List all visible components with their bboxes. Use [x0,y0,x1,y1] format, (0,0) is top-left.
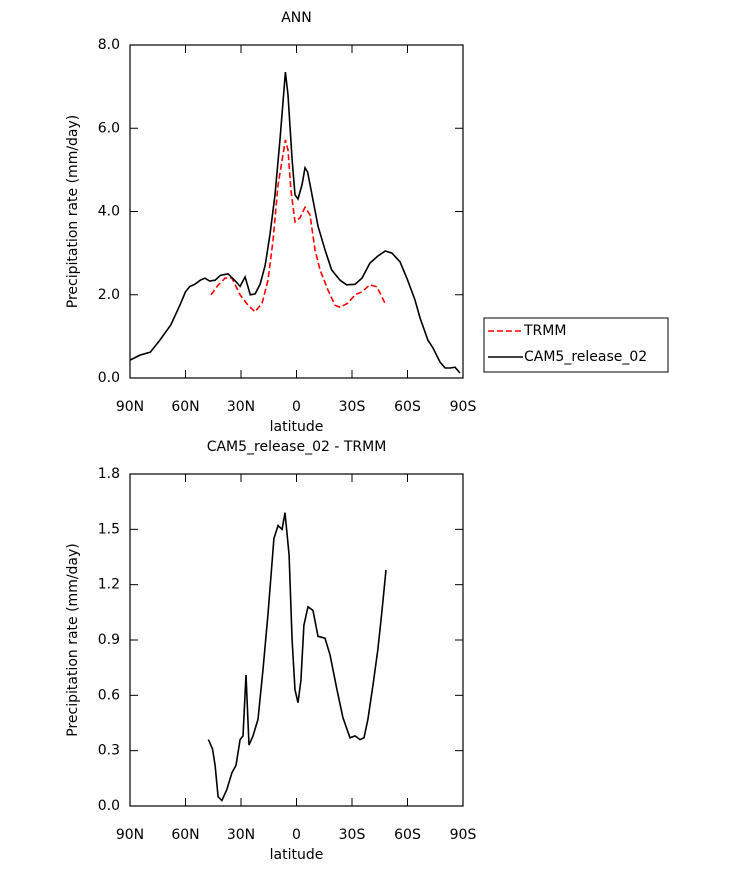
y-tick-label: 0.9 [98,632,120,648]
y-axis-label: Precipitation rate (mm/day) [65,543,81,737]
x-tick-label: 60S [394,399,421,415]
x-tick-label: 90S [450,827,477,843]
x-tick-label: 90S [450,399,477,415]
data-line [129,72,461,374]
y-tick-label: 6.0 [98,120,120,136]
x-tick-label: 90N [116,399,144,415]
y-tick-label: 0.3 [98,743,120,759]
y-tick-label: 2.0 [98,287,120,303]
x-tick-label: 90N [116,827,144,843]
x-tick-label: 30S [339,827,366,843]
x-tick-label: 60S [394,827,421,843]
plot-frame [129,44,464,379]
y-tick-label: 0.0 [98,370,120,386]
x-tick-label: 30N [227,399,255,415]
x-tick-label: 0 [292,399,301,415]
x-tick-label: 60N [171,827,199,843]
plot-frame [129,473,464,807]
x-tick-label: 60N [171,399,199,415]
chart-title: ANN [281,10,312,26]
y-axis-label: Precipitation rate (mm/day) [65,115,81,309]
chart-title: CAM5_release_02 - TRMM [207,439,387,455]
x-tick-label: 0 [292,827,301,843]
legend-label: TRMM [523,323,566,339]
x-tick-label: 30S [339,399,366,415]
y-tick-label: 8.0 [98,37,120,53]
legend-box [483,317,669,373]
legend-label: CAM5_release_02 [524,349,647,365]
data-line [207,512,387,802]
data-line [210,139,386,313]
x-axis-label: latitude [270,847,324,863]
y-tick-label: 4.0 [98,204,120,220]
x-tick-label: 30N [227,827,255,843]
y-tick-label: 0.6 [98,687,120,703]
y-tick-label: 1.5 [98,521,120,537]
y-tick-label: 0.0 [98,798,120,814]
y-tick-label: 1.8 [98,466,120,482]
x-axis-label: latitude [270,419,324,435]
y-tick-label: 1.2 [98,577,120,593]
